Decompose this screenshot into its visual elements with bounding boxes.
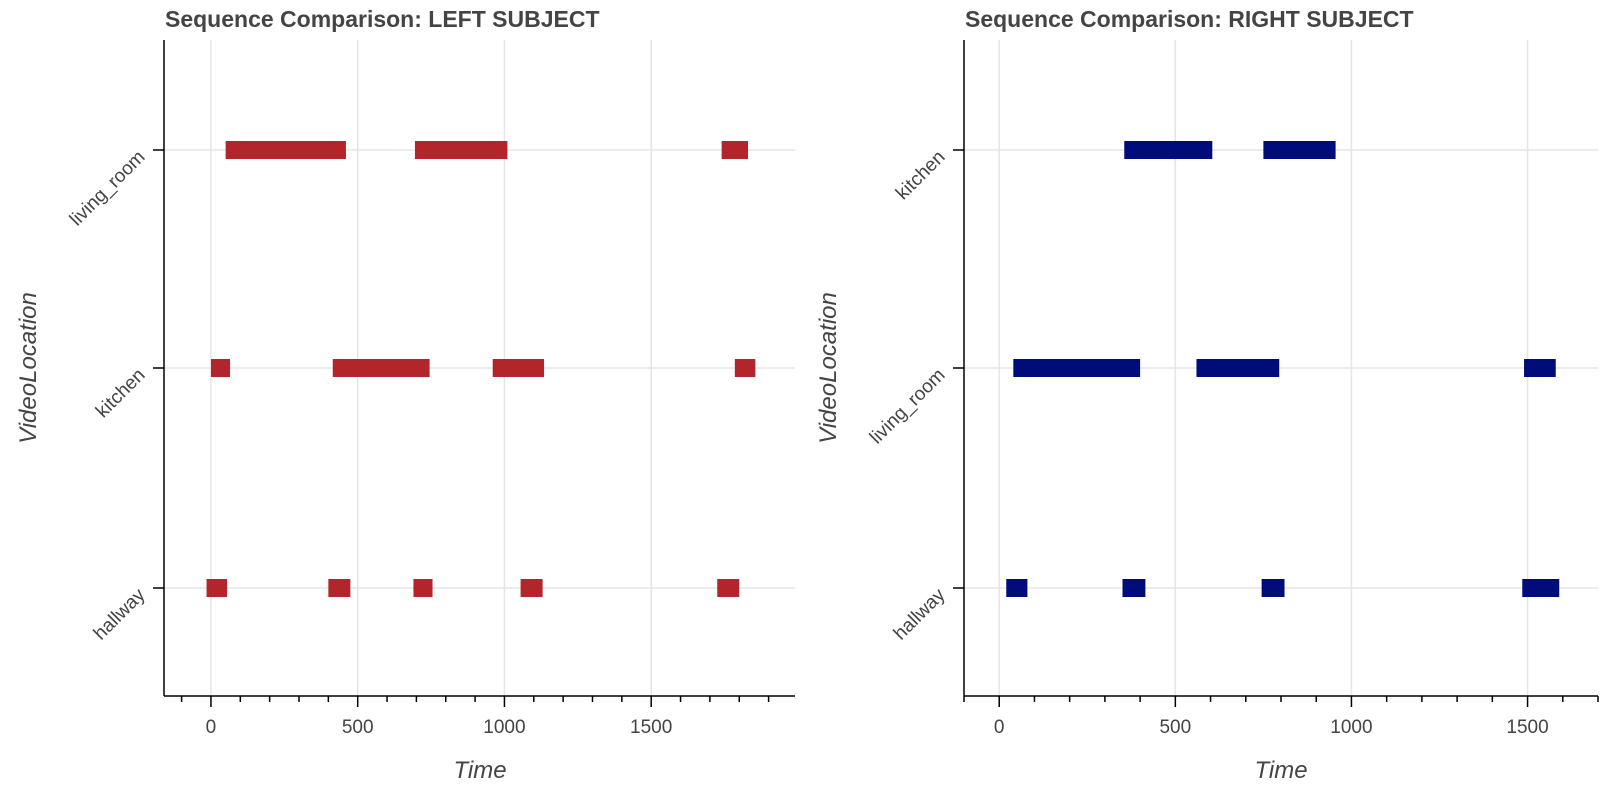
left-chart-interval-bar-hallway (717, 579, 740, 597)
left-chart-category-label: hallway (90, 584, 150, 644)
left-chart-interval-bar-living_room (225, 141, 346, 159)
left-chart-interval-bar-hallway (206, 579, 228, 597)
left-chart-x-ticks: 0 500 1000 1500 (180, 696, 770, 738)
right-chart-x-axis-label: Time (1254, 757, 1307, 784)
left-chart-x-tick-label: 0 (206, 717, 217, 738)
right-chart-y-ticks: hallway living_room kitchen (866, 147, 964, 644)
right-chart-x-tick-label: 1500 (1506, 717, 1548, 738)
left-chart-interval-bar-kitchen (734, 359, 756, 377)
right-chart-y-axis-label: VideoLocation (815, 292, 842, 444)
right-chart-title: Sequence Comparison: RIGHT SUBJECT (965, 6, 1414, 32)
right-chart-x-tick-label: 500 (1159, 717, 1191, 738)
left-chart-grid (164, 40, 795, 696)
right-chart-x-tick-label: 1000 (1330, 717, 1372, 738)
left-chart-y-axis-label: VideoLocation (15, 292, 42, 444)
right-chart-interval-bar-hallway (1522, 579, 1560, 597)
right-chart-interval-bar-kitchen (1124, 141, 1213, 159)
right-subject-chart: Sequence Comparison: RIGHT SUBJECT 0 500 1… (815, 6, 1599, 784)
left-chart-interval-bar-living_room (721, 141, 749, 159)
right-chart-bars (1006, 141, 1560, 597)
left-chart-x-tick-label: 1000 (483, 717, 525, 738)
left-chart-x-tick-label: 500 (342, 717, 374, 738)
left-chart-interval-bar-living_room (414, 141, 508, 159)
right-chart-interval-bar-living_room (1524, 359, 1556, 377)
left-chart-bars (206, 141, 756, 597)
right-chart-interval-bar-hallway (1122, 579, 1146, 597)
left-subject-chart: Sequence Comparison: LEFT SUBJECT 0 500 10… (15, 6, 795, 784)
left-chart-interval-bar-hallway (520, 579, 543, 597)
right-chart-interval-bar-living_room (1196, 359, 1280, 377)
right-chart-x-tick-label: 0 (994, 717, 1005, 738)
left-chart-interval-bar-kitchen (210, 359, 231, 377)
left-chart-x-tick-label: 1500 (630, 717, 672, 738)
right-chart-category-label: hallway (890, 584, 950, 644)
left-chart-interval-bar-hallway (413, 579, 433, 597)
right-chart-x-ticks: 0 500 1000 1500 (963, 696, 1599, 738)
left-chart-category-label: living_room (66, 147, 150, 231)
left-chart-interval-bar-kitchen (332, 359, 430, 377)
right-chart-interval-bar-hallway (1261, 579, 1285, 597)
right-chart-interval-bar-kitchen (1263, 141, 1336, 159)
right-chart-interval-bar-hallway (1006, 579, 1028, 597)
left-chart-interval-bar-kitchen (492, 359, 545, 377)
right-chart-category-label: kitchen (892, 147, 949, 204)
right-chart-category-label: living_room (866, 365, 950, 449)
left-chart-y-ticks: hallway kitchen living_room (66, 147, 164, 644)
left-chart-category-label: kitchen (92, 365, 149, 422)
left-chart-x-axis-label: Time (453, 757, 506, 784)
left-chart-interval-bar-hallway (328, 579, 351, 597)
left-chart-title: Sequence Comparison: LEFT SUBJECT (165, 6, 600, 32)
right-chart-interval-bar-living_room (1013, 359, 1141, 377)
